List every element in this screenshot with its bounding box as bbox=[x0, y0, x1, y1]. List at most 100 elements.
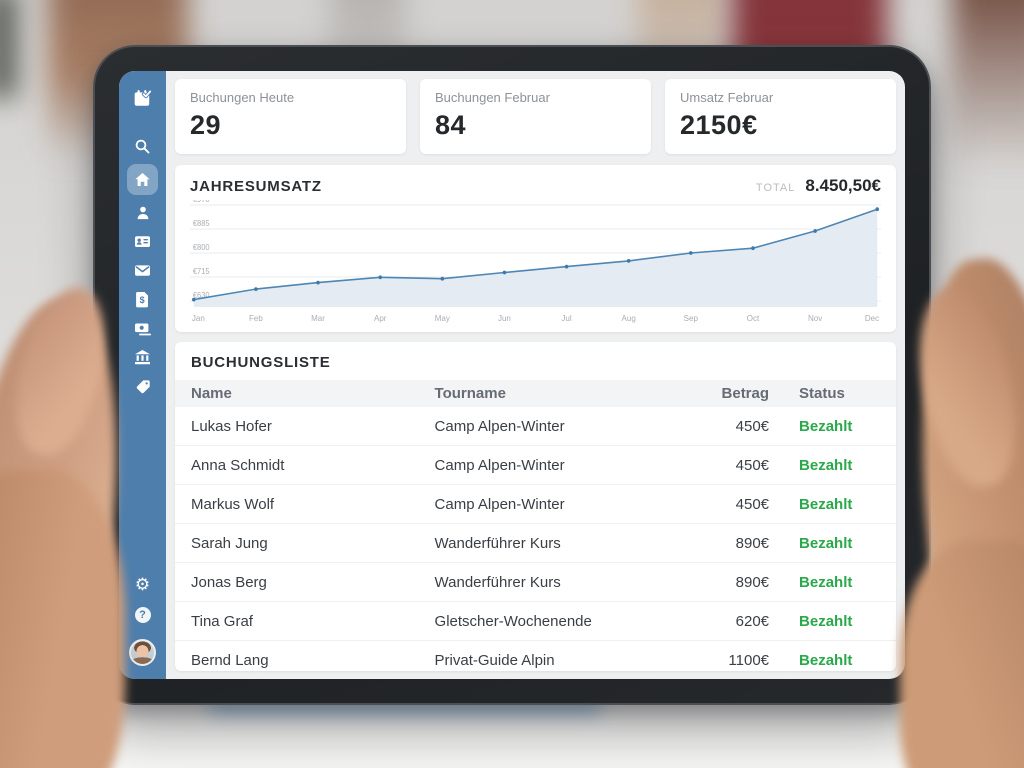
banknote-icon[interactable] bbox=[133, 319, 152, 338]
cell-amount: 890€ bbox=[701, 523, 796, 563]
cell-name: Jonas Berg bbox=[175, 562, 435, 602]
cell-name: Sarah Jung bbox=[175, 523, 435, 563]
chart-total: TOTAL 8.450,50€ bbox=[756, 176, 881, 196]
calendar-check-icon[interactable] bbox=[133, 89, 152, 108]
total-label: TOTAL bbox=[755, 182, 796, 194]
table-row[interactable]: Sarah Jung Wanderführer Kurs 890€ Bezahlt bbox=[175, 523, 896, 563]
invoice-icon[interactable]: $ bbox=[133, 290, 152, 309]
svg-text:€800: €800 bbox=[193, 243, 210, 252]
column-header-status: Status bbox=[799, 385, 845, 402]
svg-text:Mar: Mar bbox=[311, 314, 325, 323]
booking-table: Name Tourname Betrag Status Lukas Hofer C… bbox=[175, 380, 896, 671]
column-header-amount: Betrag bbox=[721, 385, 770, 402]
gear-icon[interactable]: ⚙ bbox=[134, 575, 151, 595]
table-row[interactable]: Markus Wolf Camp Alpen-Winter 450€ Bezahlt bbox=[175, 484, 896, 524]
cell-status: Bezahlt bbox=[795, 407, 896, 446]
svg-text:Jun: Jun bbox=[498, 314, 511, 323]
svg-text:€885: €885 bbox=[193, 219, 210, 228]
id-card-icon[interactable] bbox=[133, 232, 152, 251]
svg-text:Dec: Dec bbox=[865, 314, 879, 323]
booking-list-card: BUCHUNGSLISTE Name Tourname Betrag Statu… bbox=[175, 342, 896, 671]
cell-tour: Gletscher-Wochenende bbox=[434, 601, 702, 641]
svg-text:Feb: Feb bbox=[249, 314, 263, 323]
svg-text:$: $ bbox=[140, 295, 145, 305]
background-blur-shape bbox=[0, 0, 16, 98]
stat-card-revenue-february: Umsatz Februar 2150€ bbox=[665, 79, 896, 154]
stat-value: 84 bbox=[435, 110, 467, 140]
table-row[interactable]: Tina Graf Gletscher-Wochenende 620€ Bezahlt bbox=[175, 601, 896, 641]
svg-text:€630: €630 bbox=[193, 291, 210, 300]
cell-tour: Privat-Guide Alpin bbox=[434, 640, 702, 671]
cell-amount: 450€ bbox=[701, 445, 796, 485]
booking-table-body: Lukas Hofer Camp Alpen-Winter 450€ Bezahlt A… bbox=[175, 407, 896, 671]
user-avatar[interactable] bbox=[129, 639, 156, 666]
svg-text:Oct: Oct bbox=[747, 314, 760, 323]
cell-name: Markus Wolf bbox=[175, 484, 435, 524]
cell-amount: 620€ bbox=[701, 601, 796, 641]
revenue-line-chart: €630 €715 €800 €885 €970 Jan Feb Mar Apr May Jun Ju… bbox=[190, 200, 881, 323]
svg-text:Jul: Jul bbox=[561, 314, 571, 323]
app-screen: $ bbox=[119, 71, 905, 679]
svg-text:May: May bbox=[435, 314, 451, 323]
table-row[interactable]: Lukas Hofer Camp Alpen-Winter 450€ Bezahlt bbox=[175, 407, 896, 446]
cell-name: Anna Schmidt bbox=[175, 445, 435, 485]
total-value: 8.450,50€ bbox=[805, 176, 881, 195]
svg-text:€970: €970 bbox=[193, 200, 210, 204]
table-header: Name Tourname Betrag Status bbox=[175, 380, 896, 407]
table-row[interactable]: Anna Schmidt Camp Alpen-Winter 450€ Bezahlt bbox=[175, 445, 896, 485]
help-icon[interactable]: ? bbox=[133, 605, 152, 624]
cell-name: Bernd Lang bbox=[175, 640, 435, 671]
svg-text:Apr: Apr bbox=[374, 314, 387, 323]
cell-status: Bezahlt bbox=[795, 562, 896, 602]
cell-amount: 1100€ bbox=[701, 640, 796, 671]
stat-label: Buchungen Februar bbox=[435, 90, 550, 105]
cell-tour: Camp Alpen-Winter bbox=[434, 407, 702, 446]
annual-revenue-chart-card: JAHRESUMSATZ TOTAL 8.450,50€ €630 €715 €80… bbox=[175, 165, 896, 332]
cell-status: Bezahlt bbox=[795, 523, 896, 563]
table-row[interactable]: Jonas Berg Wanderführer Kurs 890€ Bezahlt bbox=[175, 562, 896, 602]
svg-text:Sep: Sep bbox=[684, 314, 699, 323]
stat-value: 29 bbox=[190, 110, 222, 140]
stats-row: Buchungen Heute 29 Buchungen Februar 84 … bbox=[175, 79, 896, 154]
column-header-tour: Tourname bbox=[434, 385, 506, 402]
svg-text:Nov: Nov bbox=[808, 314, 823, 323]
cell-tour: Camp Alpen-Winter bbox=[434, 484, 702, 524]
stat-label: Umsatz Februar bbox=[680, 90, 774, 105]
cell-tour: Camp Alpen-Winter bbox=[434, 445, 702, 485]
table-title: BUCHUNGSLISTE bbox=[191, 354, 331, 371]
stat-value: 2150€ bbox=[680, 110, 758, 140]
mail-icon[interactable] bbox=[133, 261, 152, 280]
cell-name: Tina Graf bbox=[175, 601, 435, 641]
svg-text:€715: €715 bbox=[193, 267, 210, 276]
column-header-name: Name bbox=[191, 385, 232, 402]
svg-text:Aug: Aug bbox=[622, 314, 637, 323]
table-row[interactable]: Bernd Lang Privat-Guide Alpin 1100€ Bezahlt bbox=[175, 640, 896, 671]
cell-amount: 450€ bbox=[701, 484, 796, 524]
cell-status: Bezahlt bbox=[795, 601, 896, 641]
person-icon[interactable] bbox=[133, 203, 152, 222]
stat-card-bookings-today: Buchungen Heute 29 bbox=[175, 79, 406, 154]
cell-status: Bezahlt bbox=[795, 484, 896, 524]
cell-name: Lukas Hofer bbox=[175, 407, 435, 446]
stat-label: Buchungen Heute bbox=[190, 90, 295, 105]
left-hand bbox=[0, 470, 125, 768]
cell-tour: Wanderführer Kurs bbox=[434, 562, 702, 602]
stat-card-bookings-february: Buchungen Februar 84 bbox=[420, 79, 651, 154]
home-icon[interactable] bbox=[127, 164, 158, 195]
cell-amount: 890€ bbox=[701, 562, 796, 602]
tablet-device: $ bbox=[93, 45, 931, 705]
cell-tour: Wanderführer Kurs bbox=[434, 523, 702, 563]
svg-text:Jan: Jan bbox=[192, 314, 205, 323]
background-blur-shape bbox=[952, 0, 1024, 170]
chart-header: JAHRESUMSATZ TOTAL 8.450,50€ bbox=[190, 176, 881, 196]
main-content: Buchungen Heute 29 Buchungen Februar 84 … bbox=[166, 71, 905, 679]
search-icon[interactable] bbox=[133, 137, 152, 156]
cell-amount: 450€ bbox=[701, 407, 796, 446]
bank-icon[interactable] bbox=[133, 348, 152, 367]
chart-title: JAHRESUMSATZ bbox=[190, 178, 322, 195]
cell-status: Bezahlt bbox=[795, 640, 896, 671]
tag-icon[interactable] bbox=[133, 377, 152, 396]
right-hand bbox=[900, 540, 1024, 768]
sidebar: $ bbox=[119, 71, 166, 679]
